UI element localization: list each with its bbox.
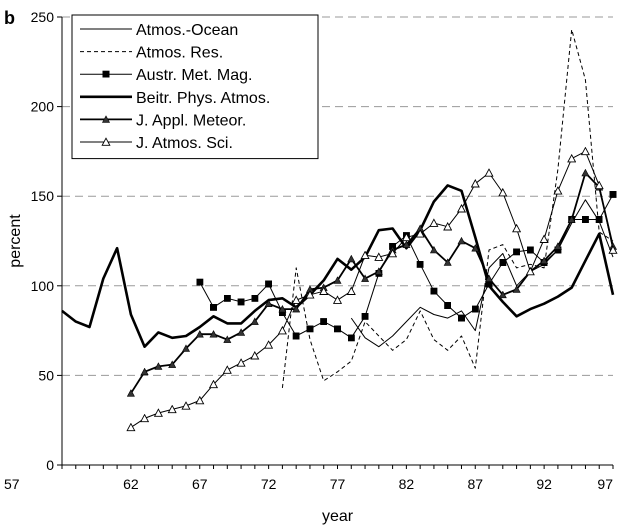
legend-label-j-atmos-sci: J. Atmos. Sci. [136, 135, 233, 152]
legend-label-austr-met-mag: Austr. Met. Mag. [136, 67, 252, 84]
x-tick-label: 82 [399, 476, 415, 492]
y-tick-label: 50 [38, 367, 54, 383]
x-tick-label: 92 [536, 476, 552, 492]
y-tick-label: 100 [31, 278, 55, 294]
series-lines [61, 29, 615, 428]
x-tick-label: 57 [4, 476, 20, 492]
y-tick-label: 200 [31, 99, 55, 115]
legend-label-beitr-phys-atmos: Beitr. Phys. Atmos. [136, 90, 270, 107]
x-tick-label: 62 [123, 476, 139, 492]
legend-label-j-appl-meteor: J. Appl. Meteor. [136, 112, 246, 129]
axes: 0 50 100 150 200 250 57 62 67 72 77 82 87 92 97 [4, 9, 614, 492]
x-tick-label: 67 [192, 476, 208, 492]
series-line-atmos-ocean [350, 199, 614, 348]
series-line-j-appl-meteor [131, 173, 613, 393]
x-tick-label: 97 [597, 476, 613, 492]
panel-label: b [4, 8, 15, 28]
series-line-atmos-res [281, 29, 614, 388]
series-line-j-atmos-sci [131, 151, 613, 427]
y-axis-title: percent [7, 214, 24, 268]
y-tick-label: 250 [31, 9, 55, 25]
y-tick-label: 150 [31, 188, 55, 204]
legend-label-atmos-res: Atmos. Res. [136, 45, 223, 62]
series-line-beitr-phys-atmos [61, 184, 615, 349]
x-tick-label: 72 [261, 476, 277, 492]
legend-label-atmos-ocean: Atmos.-Ocean [136, 22, 238, 39]
x-tick-label: 87 [467, 476, 483, 492]
legend: Atmos.-Ocean Atmos. Res. Austr. Met. Mag. B… [71, 14, 319, 160]
x-tick-label: 77 [330, 476, 346, 492]
legend-box [71, 14, 319, 160]
x-axis-title: year [322, 508, 354, 525]
y-tick-label: 0 [46, 457, 54, 473]
